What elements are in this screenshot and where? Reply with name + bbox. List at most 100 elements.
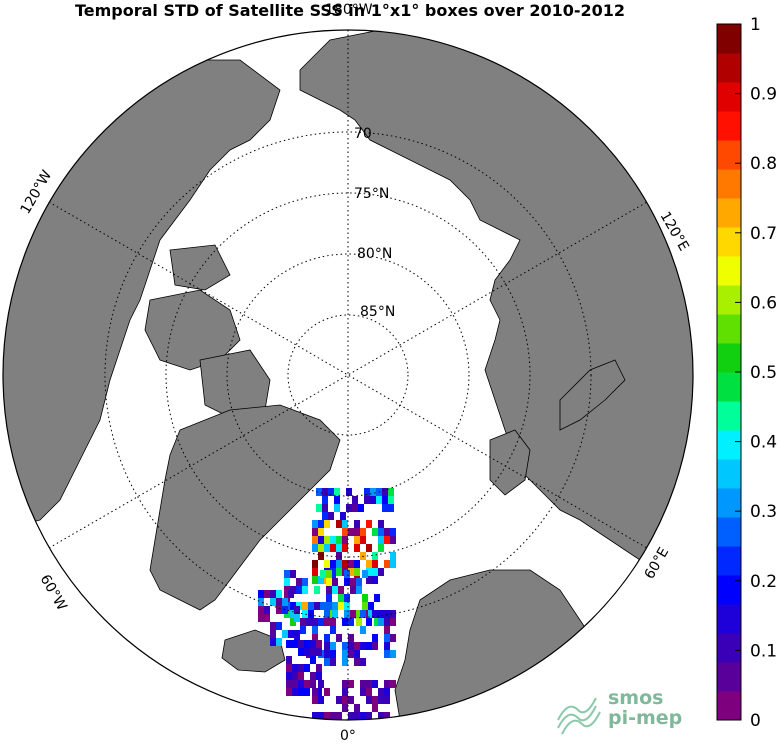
std-cell <box>382 496 388 504</box>
std-cell <box>324 520 330 528</box>
std-cell <box>384 688 390 696</box>
lon-label-bottom: 0° <box>340 728 356 744</box>
std-cell <box>366 618 372 626</box>
std-cell <box>290 570 296 578</box>
std-cell <box>384 712 390 720</box>
std-cell <box>304 640 310 648</box>
std-cell <box>336 560 342 568</box>
std-cell <box>318 544 324 552</box>
std-cell <box>370 496 376 504</box>
std-cell <box>292 688 298 696</box>
std-cell <box>330 720 336 728</box>
std-cell <box>342 720 348 728</box>
std-cell <box>352 504 358 512</box>
std-cell <box>322 496 328 504</box>
std-cell <box>334 496 340 504</box>
std-cell <box>348 642 354 650</box>
std-cell <box>304 680 310 688</box>
colorbar-swatch <box>717 24 741 54</box>
std-cell <box>378 528 384 536</box>
std-cell <box>258 590 264 598</box>
std-cell <box>286 640 292 648</box>
std-cell <box>298 640 304 648</box>
std-cell <box>316 488 322 496</box>
std-cell <box>348 650 354 658</box>
std-cell <box>378 618 384 626</box>
std-cell <box>360 610 366 618</box>
std-cell <box>290 618 296 626</box>
std-cell <box>324 560 330 568</box>
std-cell <box>366 568 372 576</box>
std-cell <box>336 634 342 642</box>
std-cell <box>312 634 318 642</box>
colorbar-swatch <box>717 314 741 344</box>
std-cell <box>346 488 352 496</box>
std-cell <box>348 712 354 720</box>
std-cell <box>360 626 366 634</box>
std-cell <box>360 736 366 744</box>
logo-line-1: smos <box>608 687 664 709</box>
std-cell <box>324 618 330 626</box>
std-cell <box>286 664 292 672</box>
std-cell <box>324 642 330 650</box>
colorbar-swatches <box>717 24 741 721</box>
std-cell <box>318 680 324 688</box>
std-cell <box>324 544 330 552</box>
std-cell <box>366 642 372 650</box>
std-cell <box>316 504 322 512</box>
std-cell <box>298 648 304 656</box>
std-cell <box>366 696 372 704</box>
std-cell <box>276 606 282 614</box>
std-cell <box>296 578 302 586</box>
std-cell <box>316 664 322 672</box>
std-cell <box>330 568 336 576</box>
std-cell <box>370 488 376 496</box>
std-cell <box>344 602 350 610</box>
std-cell <box>336 552 342 560</box>
std-cell <box>348 634 354 642</box>
std-cell <box>322 504 328 512</box>
std-cell <box>366 680 372 688</box>
std-cell <box>360 712 366 720</box>
std-cell <box>344 594 350 602</box>
std-cell <box>342 528 348 536</box>
std-cell <box>264 606 270 614</box>
std-cell <box>330 560 336 568</box>
std-cell <box>348 568 354 576</box>
std-cell <box>308 610 314 618</box>
std-cell <box>372 610 378 618</box>
colorbar-swatch <box>717 459 741 489</box>
colorbar-swatch <box>717 662 741 692</box>
std-cell <box>336 536 342 544</box>
std-cell <box>330 650 336 658</box>
std-cell <box>384 696 390 704</box>
std-cell <box>310 680 316 688</box>
std-cell <box>332 610 338 618</box>
colorbar-swatch <box>717 227 741 257</box>
std-cell <box>318 576 324 584</box>
std-cell <box>312 618 318 626</box>
std-cell <box>390 528 396 536</box>
std-cell <box>372 576 378 584</box>
colorbar-swatch <box>717 82 741 112</box>
std-cell <box>372 728 378 736</box>
std-cell <box>348 528 354 536</box>
colorbar-swatch <box>717 517 741 547</box>
std-cell <box>258 606 264 614</box>
std-cell <box>338 602 344 610</box>
colorbar-tick-label: 0 <box>750 711 761 731</box>
std-cell <box>330 536 336 544</box>
std-cell <box>312 576 318 584</box>
land-novaya-zemlya <box>559 359 626 431</box>
std-cell <box>360 688 366 696</box>
lat-circle-70 <box>104 131 592 619</box>
std-cell <box>354 536 360 544</box>
std-cell <box>342 650 348 658</box>
std-cell <box>350 578 356 586</box>
lon-label-lower-right: 60°E <box>642 545 673 582</box>
colorbar-tick-label: 0.4 <box>750 433 777 453</box>
std-cell <box>346 504 352 512</box>
std-cell <box>318 536 324 544</box>
std-cell <box>390 618 396 626</box>
std-cell <box>372 560 378 568</box>
